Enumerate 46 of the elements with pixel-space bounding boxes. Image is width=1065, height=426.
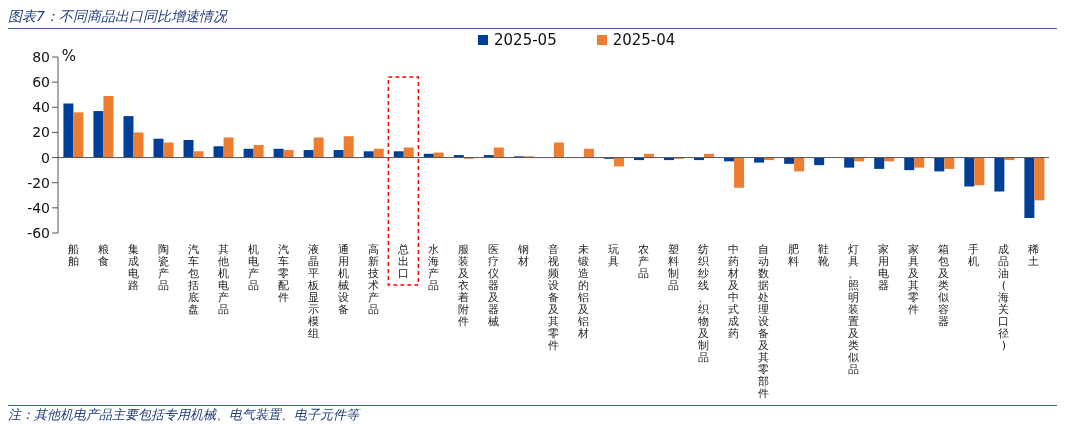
x-tick-label: 液晶平板显示模组 [306, 243, 319, 340]
category-label: 自动数据处理设备及其零部件 [758, 243, 770, 400]
y-tick-label: 40 [32, 99, 50, 116]
x-tick-label: 箱包及类似容器 [938, 243, 950, 328]
x-tick-label: 总出口 [396, 243, 409, 280]
y-tick-label: -40 [27, 199, 50, 216]
y-axis-title: % [61, 47, 77, 65]
x-tick-label: 钢材 [516, 243, 529, 268]
x-tick-label: 船舶 [67, 243, 79, 268]
x-tick-label: 医疗仪器及器械 [487, 243, 499, 328]
y-tick-label: 20 [32, 124, 50, 141]
y-tick-label: 80 [32, 48, 50, 65]
x-tick-label: 农产品 [638, 243, 650, 280]
x-tick-label: 高新技术产品 [366, 243, 379, 316]
x-tick-label: 家用电器 [878, 243, 890, 292]
x-tick-label: 水海产品 [427, 243, 439, 292]
text: 注：其他机电产品主要包括专用机械、电气装置、电子元件等 [8, 407, 359, 422]
x-tick-label: 通用机械设备 [337, 243, 349, 316]
y-tick-label: -60 [27, 224, 50, 241]
chart-title: 图表7：不同商品出口同比增速情况 [8, 8, 1057, 29]
y-tick-label: 60 [32, 74, 50, 91]
category-label: 音视频设备及其零件 [548, 243, 559, 352]
x-tick-label: 手机 [968, 243, 980, 268]
y-tick-label: -20 [27, 174, 50, 191]
x-tick-label: 塑料制品 [668, 243, 680, 292]
x-tick-label: 玩具 [608, 243, 620, 268]
y-tick-label: 0 [41, 149, 50, 166]
category-label: 成品油(海关口径) [998, 243, 1010, 352]
x-tick-label: 肥料 [788, 243, 800, 268]
x-tick-label: 汽车零配件 [277, 243, 289, 304]
x-tick-label: 家具及其零件 [908, 243, 920, 316]
x-tick-label: 集成电路 [127, 243, 139, 292]
legend-label: 2025-04 [612, 31, 676, 49]
x-tick-label: 未锻造的铝及铝材 [577, 243, 590, 340]
x-tick-label: 陶瓷产品 [157, 243, 169, 292]
x-tick-label: 汽车包括底盘 [187, 243, 199, 316]
category-label: 灯具、照明装置及类似品 [848, 243, 860, 376]
x-tick-label: 中药材及中式成药 [727, 243, 740, 340]
x-tick-label: 机电产品 [247, 243, 259, 292]
x-tick-label: 服装及衣着附件 [457, 243, 469, 328]
x-tick-label: 其他机电产品 [217, 243, 229, 316]
legend-label: 2025-05 [494, 31, 557, 49]
x-tick-label: 稀土 [1028, 243, 1040, 268]
category-label: 纺织纱线、织物及制品 [698, 243, 710, 364]
x-tick-label: 鞋靴 [818, 243, 830, 268]
x-tick-label: 粮食 [97, 243, 109, 268]
